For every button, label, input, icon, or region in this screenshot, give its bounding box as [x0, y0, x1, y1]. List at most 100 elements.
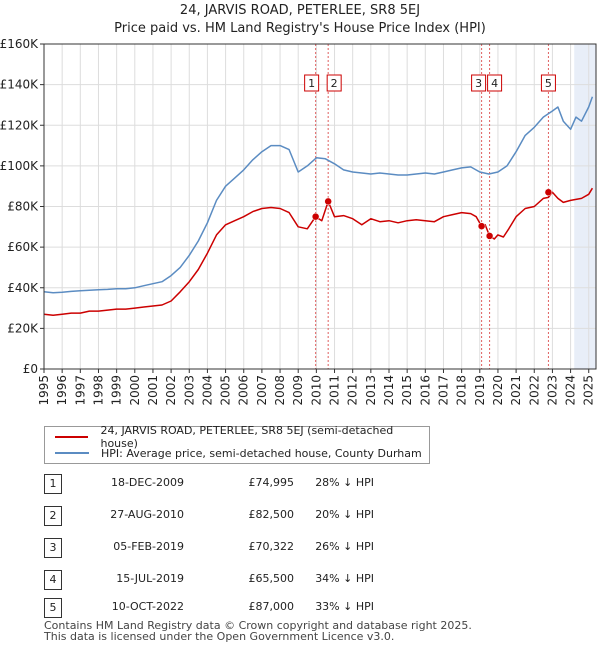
footer-license: This data is licensed under the Open Gov…	[44, 630, 395, 643]
y-tick-label: £100K	[0, 159, 39, 173]
tx-number: 2	[44, 506, 62, 526]
transaction-label-text: 4	[491, 77, 498, 90]
x-tick-label: 2003	[182, 375, 196, 406]
x-tick-label: 2011	[328, 375, 342, 406]
transaction-label: 2	[326, 74, 342, 92]
y-tick-label: £60K	[7, 240, 39, 254]
transaction-label-box	[326, 74, 342, 92]
footer: Contains HM Land Registry data © Crown c…	[44, 620, 472, 642]
x-tick-label: 2004	[200, 375, 214, 406]
transaction-label-box	[471, 74, 487, 92]
x-tick-label: 2007	[255, 375, 269, 406]
legend-label-property: 24, JARVIS ROAD, PETERLEE, SR8 5EJ (semi…	[100, 424, 394, 450]
tx-date: 18-DEC-2009	[110, 476, 184, 489]
transaction-label-box	[304, 74, 320, 92]
x-tick-label: 2014	[382, 375, 396, 406]
x-tick-label: 2013	[364, 375, 378, 406]
tx-date: 10-OCT-2022	[111, 600, 184, 613]
y-tick-label: £0	[23, 362, 38, 376]
x-tick-label: 2015	[400, 375, 414, 406]
tx-hpi-diff: 34% ↓ HPI	[315, 572, 374, 585]
tx-price: £82,500	[248, 508, 295, 521]
tx-number: 1	[44, 474, 62, 494]
hpi-series-line	[43, 96, 594, 294]
x-tick-label: 2016	[418, 375, 432, 406]
x-tick-label: 1998	[91, 375, 105, 406]
table-row: 5 10-OCT-2022 £87,000 33% ↓ HPI	[44, 598, 404, 618]
tx-price: £74,995	[248, 476, 295, 489]
y-tick-label: £20K	[7, 321, 39, 335]
transaction-label: 4	[487, 74, 503, 92]
transaction-point	[485, 232, 494, 240]
table-row: 2 27-AUG-2010 £82,500 20% ↓ HPI	[44, 506, 404, 526]
property-series-line	[43, 187, 594, 316]
legend-item-property: 24, JARVIS ROAD, PETERLEE, SR8 5EJ (semi…	[55, 424, 429, 450]
tx-price: £87,000	[248, 600, 295, 613]
transaction-label: 5	[540, 74, 556, 92]
x-tick-label: 2009	[291, 375, 305, 406]
chart-subtitle: Price paid vs. HM Land Registry's House …	[114, 21, 486, 36]
x-tick-label: 2025	[582, 375, 596, 406]
tx-number: 3	[44, 538, 62, 558]
x-tick-label: 2020	[491, 375, 505, 406]
footer-copyright: Contains HM Land Registry data © Crown c…	[44, 619, 472, 632]
x-tick-label: 1997	[73, 375, 87, 406]
x-tick-label: 1996	[55, 375, 69, 406]
y-tick-label: £40K	[7, 281, 39, 295]
tx-date: 05-FEB-2019	[113, 540, 184, 553]
tx-hpi-diff: 20% ↓ HPI	[315, 508, 374, 521]
x-tick-label: 1999	[110, 375, 124, 406]
x-tick-label: 2005	[219, 375, 233, 406]
transaction-label: 1	[304, 74, 320, 92]
transaction-label-text: 1	[308, 77, 315, 90]
transaction-point	[311, 212, 320, 221]
transaction-point	[324, 197, 332, 206]
transaction-label-text: 5	[545, 77, 552, 90]
transaction-label-box	[540, 74, 556, 92]
x-tick-label: 2019	[473, 375, 487, 406]
legend: 24, JARVIS ROAD, PETERLEE, SR8 5EJ (semi…	[44, 424, 430, 464]
x-tick-label: 2010	[309, 375, 323, 406]
x-tick-label: 2022	[527, 375, 541, 406]
transaction-label-text: 2	[331, 77, 338, 90]
tx-date: 27-AUG-2010	[110, 508, 184, 521]
tx-hpi-diff: 26% ↓ HPI	[315, 540, 374, 553]
tx-price: £70,322	[248, 540, 295, 553]
legend-swatch-property	[55, 436, 89, 438]
x-tick-label: 2008	[273, 375, 287, 406]
chart-title-block: 24, JARVIS ROAD, PETERLEE, SR8 5EJ Price…	[0, 2, 600, 38]
x-tick-label: 2000	[128, 375, 142, 406]
table-row: 4 15-JUL-2019 £65,500 34% ↓ HPI	[44, 570, 404, 590]
tx-hpi-diff: 33% ↓ HPI	[315, 600, 374, 613]
table-row: 1 18-DEC-2009 £74,995 28% ↓ HPI	[44, 474, 404, 494]
transaction-point	[477, 222, 486, 230]
transaction-label: 3	[471, 74, 487, 92]
transaction-point	[544, 188, 553, 197]
transaction-label-text: 3	[475, 77, 482, 90]
tx-date: 15-JUL-2019	[116, 572, 184, 585]
legend-item-hpi: HPI: Average price, semi-detached house,…	[55, 445, 422, 461]
x-tick-label: 1995	[37, 375, 51, 406]
x-tick-label: 2006	[237, 375, 251, 406]
tx-number: 5	[44, 598, 62, 618]
price-chart: 1 2 3 4 5 £0 £20K £40K £60K £80K £100K £120K £140K £1…	[0, 37, 597, 406]
legend-label-hpi: HPI: Average price, semi-detached house,…	[101, 446, 422, 460]
tx-hpi-diff: 28% ↓ HPI	[315, 476, 374, 489]
x-tick-label: 2017	[436, 375, 450, 406]
x-tick-label: 2012	[346, 375, 360, 406]
x-tick-label: 2023	[545, 375, 559, 406]
transaction-label-box	[487, 74, 503, 92]
chart-title: 24, JARVIS ROAD, PETERLEE, SR8 5EJ	[179, 3, 421, 18]
y-tick-label: £120K	[0, 118, 39, 132]
tx-number: 4	[44, 570, 62, 590]
legend-swatch-hpi	[55, 452, 89, 454]
y-tick-label: £160K	[0, 37, 39, 51]
x-tick-label: 2024	[564, 375, 578, 406]
x-tick-label: 2002	[164, 375, 178, 406]
x-tick-label: 2001	[146, 375, 160, 406]
table-row: 3 05-FEB-2019 £70,322 26% ↓ HPI	[44, 538, 404, 558]
x-tick-label: 2018	[455, 375, 469, 406]
y-tick-label: £140K	[0, 78, 39, 92]
y-tick-label: £80K	[7, 200, 39, 214]
x-tick-label: 2021	[509, 375, 523, 406]
